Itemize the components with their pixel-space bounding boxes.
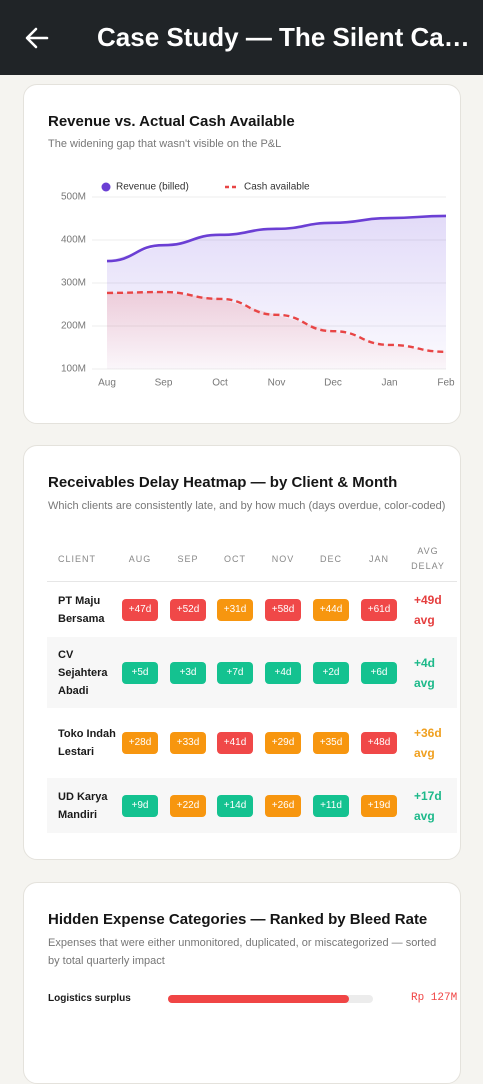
avg-delay: +4d avg (414, 655, 436, 690)
client-name: Toko Indah Lestari (58, 728, 116, 758)
column-header: DEC (319, 554, 342, 564)
series-line (106, 290, 447, 353)
delay-cell: +44d (313, 598, 349, 621)
delay-cell: +41d (217, 732, 253, 754)
x-tick-label: Feb (437, 378, 455, 389)
x-tick-label: Dec (324, 378, 342, 389)
expense-label: Logistics surplus (48, 993, 131, 1004)
delay-cell: +7d (217, 661, 253, 684)
avg-delay: +17d avg (414, 788, 442, 823)
avg-delay: +36d avg (414, 726, 442, 760)
delay-cell: +26d (265, 794, 301, 817)
client-name: PT Maju Bersama (58, 594, 105, 625)
delay-cell: +22d (170, 794, 206, 817)
column-header: SEP (177, 554, 199, 564)
header-divider (47, 581, 457, 582)
delay-cell: +5d (122, 661, 158, 684)
avg-delay: +49d avg (414, 592, 442, 627)
x-tick-label: Sep (155, 378, 173, 389)
legend-swatch (101, 182, 111, 192)
expense-title: Hidden Expense Categories — Ranked by Bl… (48, 911, 428, 928)
client-name: CV Sejahtera Abadi (58, 648, 108, 697)
delay-cell: +4d (265, 661, 301, 684)
delay-cell: +48d (361, 732, 397, 754)
screen-title: Case Study — The Silent Ca… (97, 22, 470, 52)
y-tick-label: 500M (61, 192, 86, 203)
delay-cell: +35d (313, 732, 349, 754)
y-tick-label: 400M (61, 235, 86, 246)
app-bar: Case Study — The Silent Ca… (0, 0, 483, 75)
delay-cell: +47d (122, 598, 158, 621)
chart-subtitle: The widening gap that wasn't visible on … (48, 138, 282, 150)
delay-cell: +6d (361, 661, 397, 684)
column-header: NOV (271, 554, 295, 564)
expense-value: Rp 127M (411, 992, 458, 1004)
delay-cell: +3d (170, 661, 206, 684)
delay-cell: +9d (122, 794, 158, 817)
client-name: UD Karya Mandiri (58, 790, 108, 821)
delay-cell: +58d (265, 598, 301, 621)
delay-cell: +52d (170, 598, 206, 621)
x-tick-label: Nov (268, 378, 286, 389)
x-tick-label: Jan (381, 378, 397, 389)
x-tick-label: Oct (212, 378, 228, 389)
chart-title: Revenue vs. Actual Cash Available (48, 113, 295, 130)
y-tick-label: 100M (61, 364, 86, 375)
column-header: JAN (368, 554, 389, 564)
delay-cell: +33d (170, 732, 206, 754)
column-header: CLIENT (58, 554, 97, 564)
y-tick-label: 200M (61, 321, 86, 332)
legend-label: Cash available (244, 182, 310, 193)
expense-bar (168, 995, 349, 1003)
expense-subtitle: Expenses that were either unmonitored, d… (48, 937, 437, 967)
delay-cell: +31d (217, 598, 253, 621)
column-header: AUG (128, 554, 152, 564)
legend-label: Revenue (billed) (116, 182, 189, 193)
back-button[interactable] (24, 26, 50, 50)
area (107, 292, 446, 369)
delay-cell: +19d (361, 794, 397, 817)
delay-cell: +11d (313, 794, 349, 817)
delay-cell: +61d (361, 598, 397, 621)
delay-cell: +14d (217, 794, 253, 817)
column-header: AVG DELAY (411, 546, 445, 571)
delay-cell: +28d (122, 732, 158, 754)
heatmap-subtitle: Which clients are consistently late, and… (48, 500, 446, 512)
series-line (106, 214, 447, 263)
y-tick-label: 300M (61, 278, 86, 289)
delay-cell: +29d (265, 732, 301, 754)
chart: 100M 200M 300M 400M 500M Aug Sep Oct Nov Dec Jan Fe… (61, 182, 455, 389)
x-tick-label: Aug (98, 378, 116, 389)
column-header: OCT (224, 554, 246, 564)
heatmap-title: Receivables Delay Heatmap — by Client & … (48, 474, 398, 491)
delay-cell: +2d (313, 661, 349, 684)
